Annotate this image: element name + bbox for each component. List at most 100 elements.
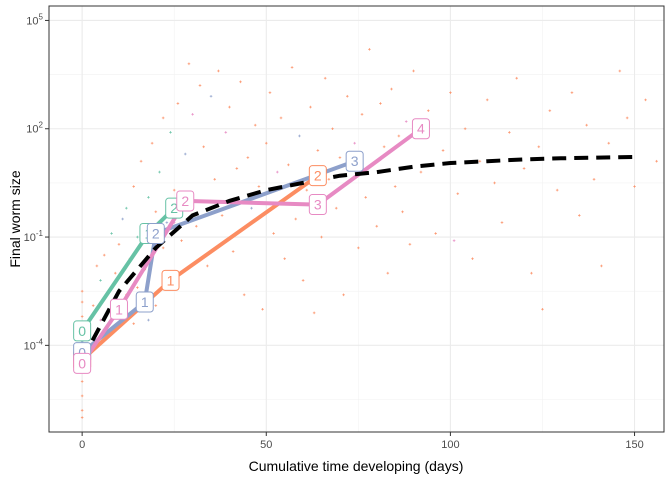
- scatter-point: [515, 76, 518, 80]
- stage-label: 1: [161, 269, 180, 291]
- scatter-point: [375, 224, 379, 228]
- stage-label-box: [109, 298, 128, 320]
- y-tick-label: 10-4: [24, 337, 44, 352]
- scatter-point: [110, 232, 113, 235]
- scatter-point: [198, 84, 202, 87]
- stage-label-box: [146, 222, 165, 244]
- trend-line: [80, 154, 635, 361]
- scatter-point: [379, 102, 382, 105]
- x-tick-label: 100: [441, 439, 459, 451]
- scatter-point: [301, 279, 305, 282]
- stage-label-box: [308, 194, 327, 216]
- scatter-point: [331, 127, 334, 131]
- scatter-point: [165, 221, 169, 224]
- scatter-point: [478, 159, 482, 163]
- x-tick-label: 50: [260, 439, 272, 451]
- scatter-point: [386, 271, 390, 275]
- stage-label-text: 2: [314, 168, 322, 184]
- scatter-point: [154, 210, 158, 214]
- scatter-point: [345, 94, 349, 98]
- stage-label-text: 1: [141, 294, 149, 310]
- scatter-point: [136, 286, 139, 289]
- scatter-point: [522, 167, 526, 170]
- scatter-point: [530, 271, 533, 275]
- scatter-point: [360, 113, 364, 116]
- scatter-point: [176, 102, 180, 105]
- stage-label: 1: [135, 291, 154, 313]
- x-axis: 0 50 100 150: [79, 432, 644, 451]
- scatter-point: [600, 264, 603, 268]
- stage-label: 4: [411, 118, 430, 140]
- stage-label-text: 0: [78, 323, 86, 339]
- scatter-point: [209, 94, 213, 98]
- scatter-point: [290, 66, 294, 69]
- y-tick-exponent: -1: [36, 229, 44, 238]
- scatter-point: [95, 264, 99, 268]
- scatter-point: [412, 69, 415, 73]
- scatter-point: [287, 163, 290, 167]
- scatter-point: [463, 127, 467, 131]
- scatter-point: [264, 141, 268, 145]
- x-tick-label: 150: [625, 439, 643, 451]
- scatter-point: [91, 304, 95, 307]
- scatter-point: [434, 232, 437, 235]
- scatter-point: [161, 246, 165, 250]
- trend-line-layer: [80, 154, 635, 361]
- plot-panel: 012012012301234: [48, 5, 665, 433]
- stage-label-box: [135, 291, 154, 313]
- stage-label: 1: [109, 298, 128, 320]
- scatter-point: [268, 91, 272, 94]
- stage-label-box: [345, 150, 364, 172]
- scatter-point: [150, 141, 154, 145]
- scatter-point: [309, 105, 312, 109]
- stage-label: 0: [73, 320, 92, 342]
- stage-label-box: [176, 190, 195, 212]
- scatter-point: [633, 185, 636, 188]
- scatter-point: [283, 257, 286, 261]
- scatter-point: [390, 87, 393, 91]
- point-labels: 012012012301234: [73, 118, 430, 374]
- y-axis-title: Final worm size: [7, 170, 23, 267]
- scatter-point: [441, 149, 445, 152]
- scatter-point: [261, 307, 264, 311]
- x-axis-title: Cumulative time developing (days): [249, 458, 464, 474]
- scatter-point: [312, 311, 316, 315]
- scatter-point: [585, 123, 588, 127]
- scatter-point: [80, 394, 84, 398]
- scatter-point: [368, 48, 371, 51]
- scatter-point: [80, 289, 84, 293]
- stage-label-text: 2: [152, 225, 160, 241]
- scatter-point: [136, 235, 139, 239]
- scatter-point: [180, 239, 183, 242]
- y-tick-exponent: 5: [39, 12, 44, 21]
- stage-label-text: 1: [167, 272, 175, 288]
- scatter-point: [147, 196, 150, 199]
- stage-label-box: [161, 269, 180, 291]
- scatter-point: [132, 322, 136, 325]
- scatter-point: [117, 242, 121, 246]
- scatter-point: [195, 224, 198, 228]
- stage-label-box: [73, 352, 92, 374]
- scatter-point: [99, 279, 102, 282]
- scatter-points: [80, 48, 658, 419]
- scatter-point: [80, 380, 84, 383]
- scatter-point: [500, 221, 504, 224]
- y-tick-label: 10-1: [24, 229, 44, 244]
- scatter-point: [427, 109, 430, 112]
- stage-label-text: 0: [78, 355, 86, 371]
- scatter-point: [393, 185, 397, 188]
- scatter-point: [555, 188, 559, 192]
- scatter-point: [537, 145, 541, 149]
- scatter-point: [342, 293, 345, 297]
- stage-label-text: 1: [115, 301, 123, 317]
- scatter-point: [493, 181, 496, 185]
- scatter-point: [334, 206, 338, 210]
- stage-label: 2: [146, 222, 165, 244]
- scatter-point: [246, 156, 250, 159]
- scatter-point: [408, 242, 412, 246]
- scatter-point: [220, 214, 224, 217]
- series-line-3: [80, 159, 356, 355]
- y-tick-label: 105: [26, 12, 43, 27]
